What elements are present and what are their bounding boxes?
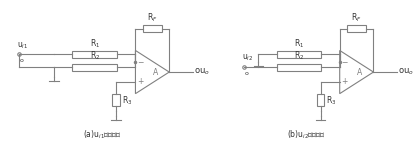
Text: ou$_o$: ou$_o$	[399, 67, 414, 77]
Text: o: o	[20, 58, 23, 63]
Text: +: +	[342, 77, 348, 86]
Bar	[317, 94, 324, 106]
Text: A: A	[357, 68, 363, 76]
Bar	[112, 94, 120, 106]
Bar	[347, 26, 366, 32]
Text: +: +	[137, 77, 144, 86]
Text: R$_3$: R$_3$	[122, 94, 132, 107]
Text: A: A	[153, 68, 158, 76]
Text: ou$_o$: ou$_o$	[194, 67, 210, 77]
Bar	[277, 51, 322, 58]
Text: R$_1$: R$_1$	[90, 37, 100, 50]
Text: u$_{i1}$: u$_{i1}$	[17, 40, 28, 51]
Bar	[72, 51, 117, 58]
Text: R$_2$: R$_2$	[90, 50, 100, 62]
Text: u$_{i2}$: u$_{i2}$	[242, 53, 253, 63]
Text: R$_F$: R$_F$	[352, 11, 362, 24]
Bar	[277, 64, 322, 71]
Text: −: −	[342, 58, 348, 67]
Text: R$_1$: R$_1$	[294, 37, 304, 50]
Text: R$_3$: R$_3$	[326, 94, 337, 107]
Text: (b)u$_{i2}$单独作用: (b)u$_{i2}$单独作用	[287, 128, 325, 141]
Text: R$_2$: R$_2$	[294, 50, 304, 62]
Text: R$_F$: R$_F$	[147, 11, 158, 24]
Text: (a)u$_{i1}$单独作用: (a)u$_{i1}$单独作用	[83, 128, 121, 141]
Text: o: o	[245, 71, 249, 76]
Bar	[72, 64, 117, 71]
Text: −: −	[137, 58, 144, 67]
Bar	[143, 26, 161, 32]
